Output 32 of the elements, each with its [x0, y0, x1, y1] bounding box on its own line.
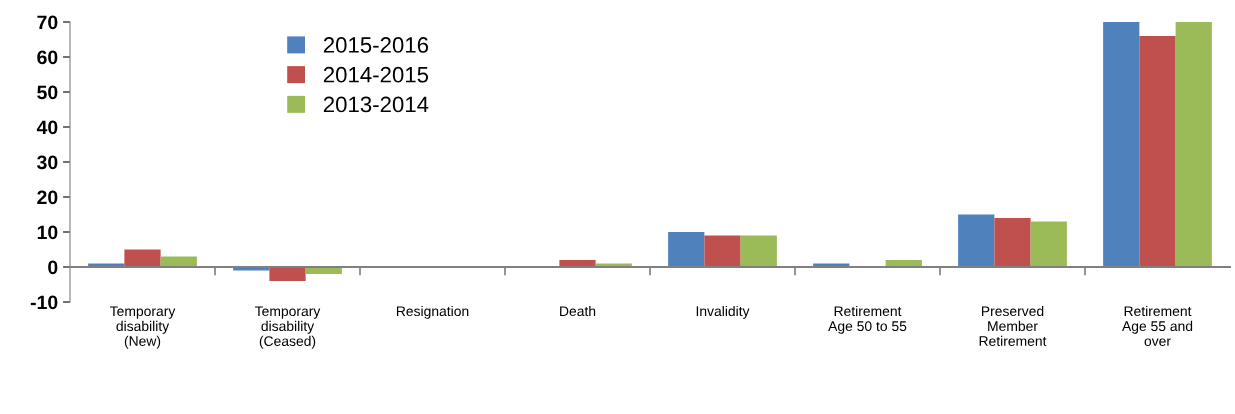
bar [1175, 22, 1212, 267]
x-tick-label: Retirement Age 55 and over [1122, 305, 1193, 347]
y-tick-label: 70 [37, 15, 58, 30]
y-tick-label: 40 [36, 120, 58, 135]
bar [668, 232, 705, 267]
legend-label: 2013-2014 [323, 96, 429, 113]
y-tick-label: 50 [37, 85, 58, 100]
bar [160, 256, 197, 267]
x-tick-label: Invalidity [696, 305, 750, 319]
y-tick-label: 30 [37, 155, 58, 170]
bar [1030, 221, 1067, 267]
y-tick-label: 20 [37, 190, 58, 205]
bar [124, 249, 161, 267]
legend-label: 2014-2015 [323, 66, 429, 83]
y-tick-label: 60 [37, 50, 58, 65]
x-tick-label: Death [560, 305, 596, 317]
x-tick-label: Temporary disability (Ceased) [255, 306, 321, 349]
x-tick-label: Retirement Age 50 to 55 [828, 305, 907, 334]
bar [269, 267, 306, 281]
legend-label: 2015-2016 [323, 37, 429, 53]
bar [1139, 36, 1176, 267]
bar [740, 235, 777, 267]
bar [704, 235, 741, 267]
bar [1103, 22, 1140, 267]
x-tick-label: Preserved Member Retirement [979, 305, 1047, 347]
x-tick-label: Temporary disability (New) [110, 306, 176, 349]
bar [958, 214, 995, 267]
y-tick-label: 0 [48, 260, 58, 275]
x-tick-label: Resignation [396, 305, 469, 319]
y-tick-label: 10 [37, 225, 58, 240]
y-tick-label: -10 [30, 295, 58, 310]
bar [994, 218, 1031, 267]
